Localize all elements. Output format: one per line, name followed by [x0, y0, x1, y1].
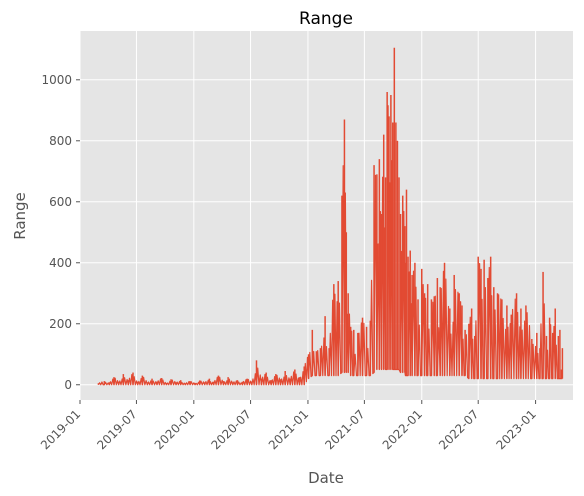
y-tick-label: 1000: [41, 73, 72, 87]
y-tick-label: 200: [49, 317, 72, 331]
y-tick-label: 600: [49, 195, 72, 209]
x-axis-label: Date: [308, 469, 344, 487]
y-tick-label: 0: [64, 378, 72, 392]
y-tick-label: 400: [49, 256, 72, 270]
x-tick-label: 2022-01: [380, 407, 425, 452]
x-tick-label: 2023-01: [494, 407, 539, 452]
y-axis-ticks: 0 200 400 600 800 1000: [41, 73, 80, 392]
y-axis-label: Range: [11, 192, 29, 240]
x-tick-label: 2022-07: [436, 407, 481, 452]
y-tick-label: 800: [49, 134, 72, 148]
x-tick-label: 2019-01: [38, 407, 83, 452]
x-tick-label: 2021-01: [266, 407, 311, 452]
chart-title: Range: [299, 9, 353, 29]
series-layer: [97, 47, 564, 386]
x-axis-ticks: 2019-01 2019-07 2020-01 2020-07 2021-01 2021-…: [38, 400, 539, 452]
x-tick-label: 2020-07: [209, 407, 254, 452]
x-tick-label: 2020-01: [152, 407, 197, 452]
x-tick-label: 2021-07: [322, 407, 367, 452]
grid: [79, 31, 573, 400]
x-tick-label: 2019-07: [94, 407, 139, 452]
